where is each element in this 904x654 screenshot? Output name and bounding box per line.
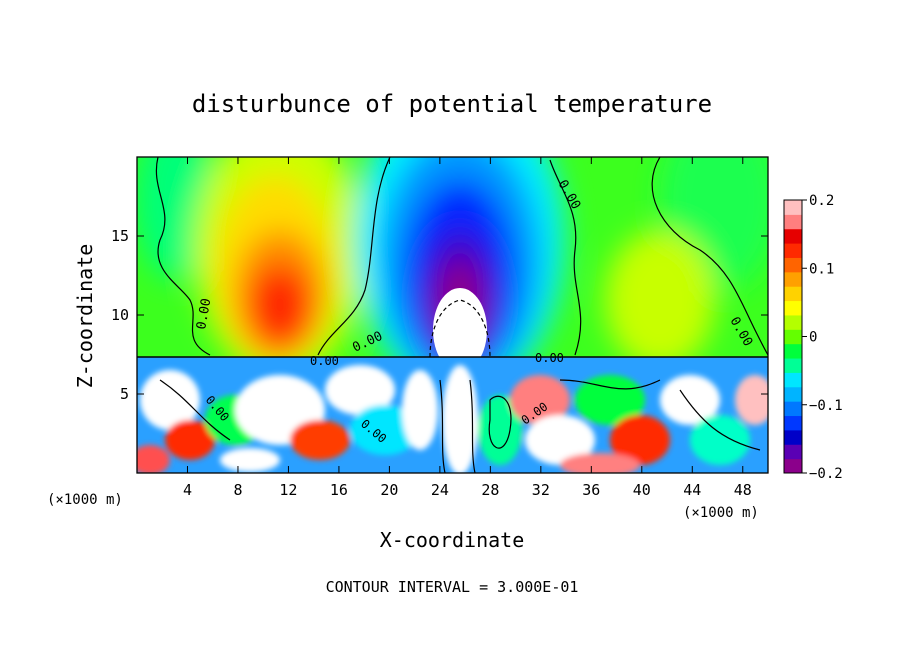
x-unit-right: (×1000 m)	[683, 505, 759, 521]
colorbar-tick-label: −0.1	[809, 398, 843, 414]
colorbar-swatch	[784, 386, 802, 402]
colorbar-swatch	[784, 228, 802, 244]
colorbar-swatch	[784, 257, 802, 273]
lower-layer	[137, 356, 768, 473]
x-tick-label: 40	[633, 481, 651, 499]
colorbar-tick-label: 0.1	[809, 261, 834, 277]
colorbar-swatch	[784, 300, 802, 316]
colorbar-swatch	[784, 343, 802, 359]
x-tick-label: 8	[233, 481, 242, 499]
colorbar-swatch	[784, 415, 802, 431]
x-tick-label: 24	[431, 481, 449, 499]
x-tick-label: 20	[380, 481, 398, 499]
x-tick-label: 4	[183, 481, 192, 499]
colorbar-swatch	[784, 200, 802, 215]
colorbar-swatch	[784, 214, 802, 230]
y-axis-ticks: 5 10 15	[111, 227, 768, 403]
colorbar-swatch	[784, 401, 802, 417]
x-axis-ticks: 4 8 12 16 20 24 28 32 36 40 44 48	[183, 157, 752, 499]
contour-label: 0.00	[310, 354, 339, 368]
colorbar-swatch	[784, 458, 802, 474]
colorbar-swatch	[784, 372, 802, 388]
heatmap-field: 0.00 0.00 0.00 0.00 0.00 0.00 0.00 0.00 …	[137, 157, 768, 473]
x-tick-label: 32	[532, 481, 550, 499]
colorbar-swatch	[784, 429, 802, 445]
y-tick-label: 10	[111, 306, 129, 324]
y-tick-label: 5	[120, 385, 129, 403]
x-unit-left: (×1000 m)	[47, 492, 123, 508]
cold-core	[433, 288, 487, 372]
contour-interval-note: CONTOUR INTERVAL = 3.000E-01	[326, 578, 579, 596]
colorbar-swatch	[784, 243, 802, 258]
colorbar-swatch	[784, 286, 802, 302]
colorbar-swatch	[784, 358, 802, 373]
y-axis-label: Z-coordinate	[73, 244, 97, 389]
colorbar-swatch	[784, 444, 802, 460]
colorbar-tick-label: −0.2	[809, 466, 843, 482]
contour-label: 0.00	[194, 297, 214, 330]
x-tick-label: 16	[330, 481, 348, 499]
colorbar-tick-label: 0	[809, 330, 817, 346]
x-tick-label: 12	[279, 481, 297, 499]
x-axis-label: X-coordinate	[380, 528, 525, 552]
colorbar-tick-label: 0.2	[809, 193, 834, 209]
colorbar	[784, 200, 802, 474]
x-tick-label: 44	[683, 481, 701, 499]
x-tick-label: 36	[582, 481, 600, 499]
x-tick-label: 28	[481, 481, 499, 499]
contour-label: 0.00	[535, 351, 564, 365]
colorbar-swatch	[784, 271, 802, 287]
colorbar-swatch	[784, 329, 802, 345]
colorbar-ticks: 0.2 0.1 0 −0.1 −0.2	[802, 193, 843, 482]
colorbar-swatch	[784, 314, 802, 330]
y-tick-label: 15	[111, 227, 129, 245]
x-tick-label: 48	[734, 481, 752, 499]
chart-title: disturbunce of potential temperature	[192, 90, 712, 118]
contour-lines	[155, 157, 768, 473]
